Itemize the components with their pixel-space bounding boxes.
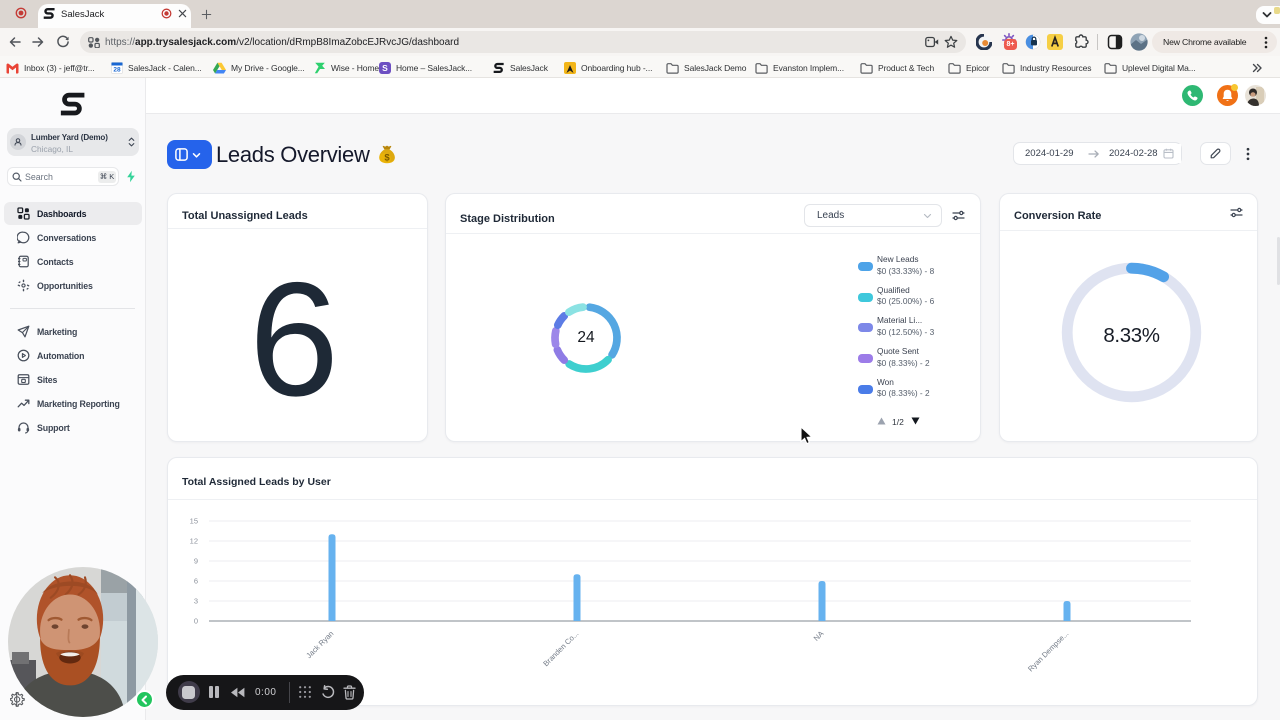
svg-text:Ryan Dempse...: Ryan Dempse...	[1026, 629, 1070, 673]
svg-text:NA: NA	[812, 629, 826, 643]
svg-text:15: 15	[190, 517, 198, 526]
svg-text:Branden Co...: Branden Co...	[541, 629, 580, 668]
svg-text:0: 0	[194, 617, 198, 626]
svg-text:28: 28	[113, 67, 121, 74]
svg-text:9: 9	[194, 557, 198, 566]
svg-text:6: 6	[194, 577, 198, 586]
svg-text:12: 12	[190, 537, 198, 546]
svg-text:3: 3	[194, 597, 198, 606]
svg-text:Jack Ryan: Jack Ryan	[304, 629, 335, 660]
svg-text:$: $	[384, 152, 390, 163]
